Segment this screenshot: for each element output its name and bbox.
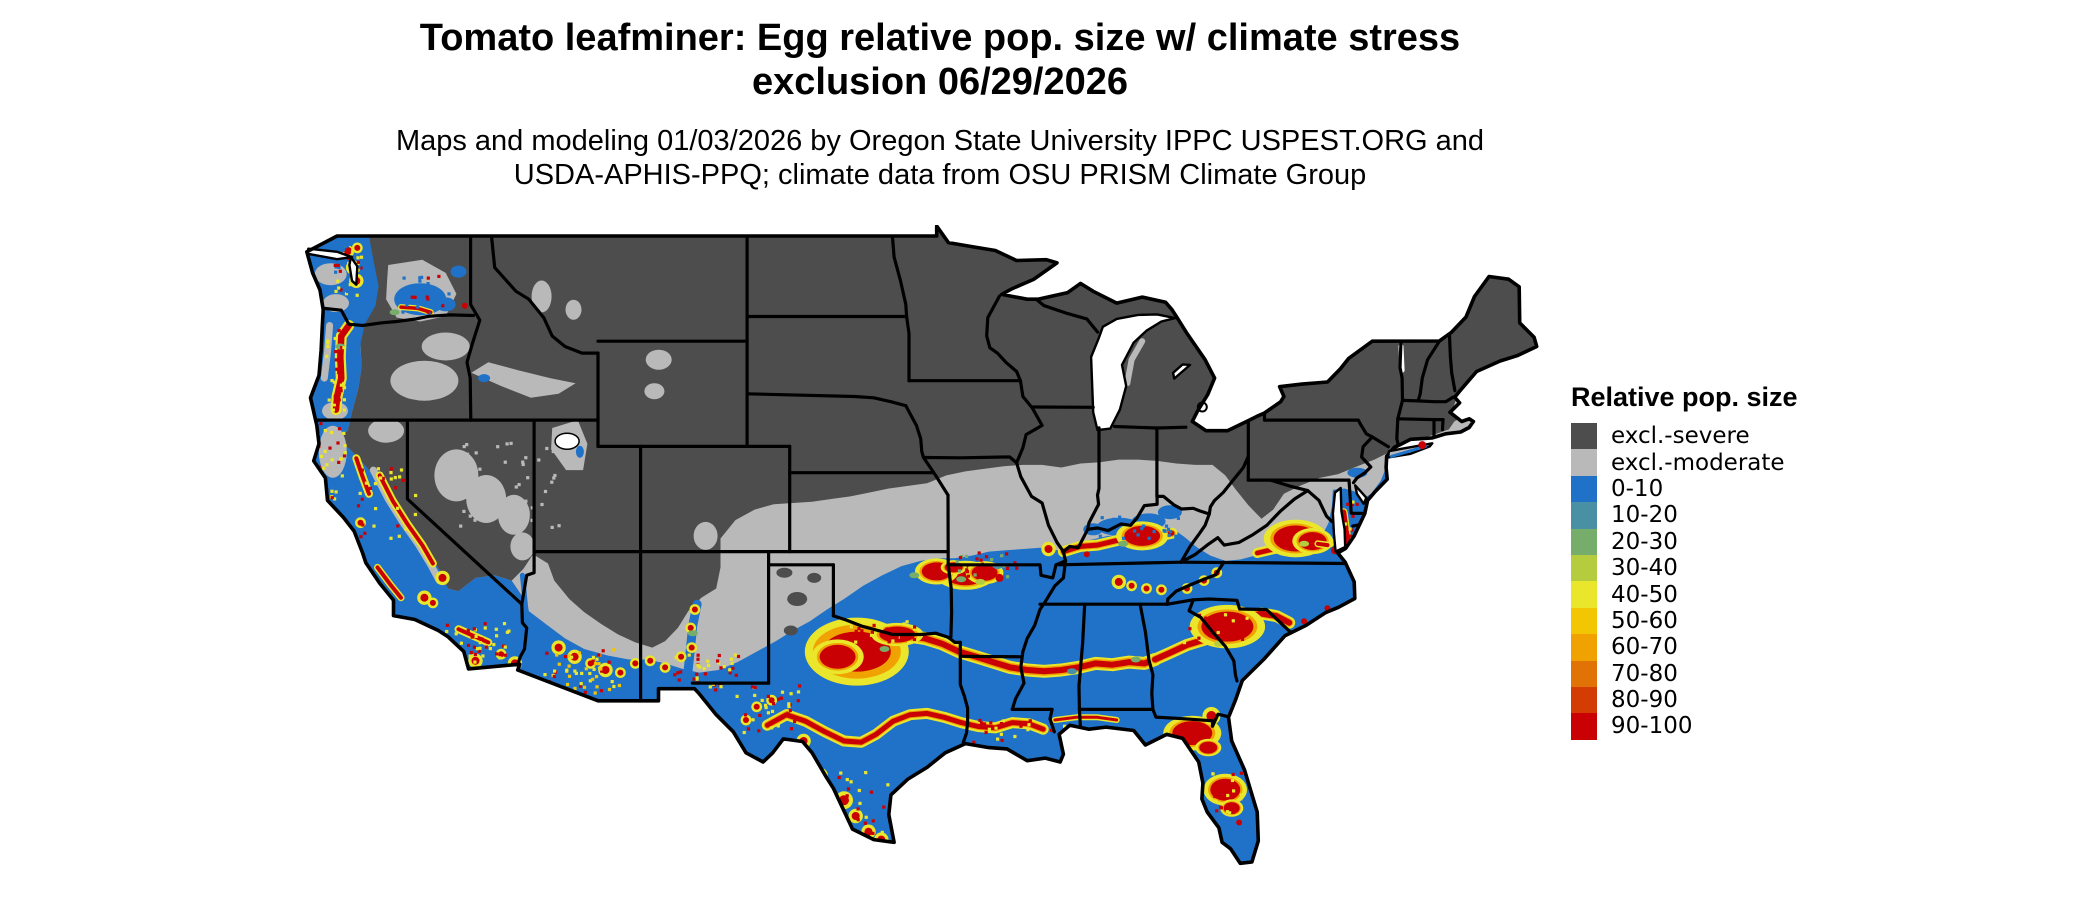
legend-label: 60-70	[1611, 634, 1678, 661]
legend-label: 20-30	[1611, 528, 1678, 555]
legend-label: 0-10	[1611, 475, 1664, 502]
legend-swatch-icon	[1571, 475, 1597, 503]
legend-swatch-icon	[1571, 423, 1597, 450]
legend-label: 10-20	[1611, 502, 1678, 529]
legend-label: 30-40	[1611, 555, 1678, 582]
legend-title: Relative pop. size	[1571, 382, 1798, 412]
legend-swatch-icon	[1571, 528, 1597, 555]
title-line-2: exclusion 06/29/2026	[751, 61, 1129, 103]
legend-row: 30-40	[1571, 554, 1871, 582]
legend-label: 40-50	[1611, 581, 1678, 608]
legend-swatch-icon	[1571, 713, 1597, 740]
legend-swatch-icon	[1571, 449, 1597, 476]
legend-swatch-icon	[1571, 607, 1597, 635]
legend-row: 70-80	[1571, 660, 1871, 687]
subtitle: Maps and modeling 01/03/2026 by Oregon S…	[0, 124, 1880, 192]
legend-row: 10-20	[1571, 502, 1871, 529]
legend-row: 50-60	[1571, 607, 1871, 635]
legend-label: 80-90	[1611, 687, 1678, 714]
subtitle-line-2: USDA-APHIS-PPQ; climate data from OSU PR…	[513, 159, 1367, 191]
legend-label: excl.-moderate	[1611, 449, 1785, 476]
legend-label: 50-60	[1611, 607, 1678, 634]
legend-row: excl.-severe	[1571, 423, 1871, 450]
subtitle-line-1: Maps and modeling 01/03/2026 by Oregon S…	[395, 125, 1485, 157]
legend-swatch-icon	[1571, 660, 1597, 687]
legend-row: 90-100	[1571, 713, 1871, 740]
us-risk-map	[303, 224, 1543, 895]
page-title: Tomato leafminer: Egg relative pop. size…	[0, 16, 1880, 104]
legend-row: excl.-moderate	[1571, 449, 1871, 476]
legend-label: excl.-severe	[1611, 423, 1750, 450]
legend: Relative pop. size excl.-severe excl.-mod…	[1571, 382, 1871, 740]
legend-row: 40-50	[1571, 581, 1871, 608]
legend-rows: excl.-severe excl.-moderate 0-10 10-20 20-30…	[1571, 423, 1871, 740]
legend-row: 80-90	[1571, 686, 1871, 714]
legend-swatch-icon	[1571, 686, 1597, 714]
legend-label: 90-100	[1611, 713, 1693, 740]
legend-swatch-icon	[1571, 581, 1597, 608]
legend-swatch-icon	[1571, 634, 1597, 661]
legend-label: 70-80	[1611, 660, 1678, 687]
legend-row: 60-70	[1571, 634, 1871, 661]
legend-swatch-icon	[1571, 502, 1597, 529]
legend-row: 0-10	[1571, 475, 1871, 503]
legend-row: 20-30	[1571, 528, 1871, 555]
legend-swatch-icon	[1571, 554, 1597, 582]
title-line-1: Tomato leafminer: Egg relative pop. size…	[419, 17, 1461, 59]
